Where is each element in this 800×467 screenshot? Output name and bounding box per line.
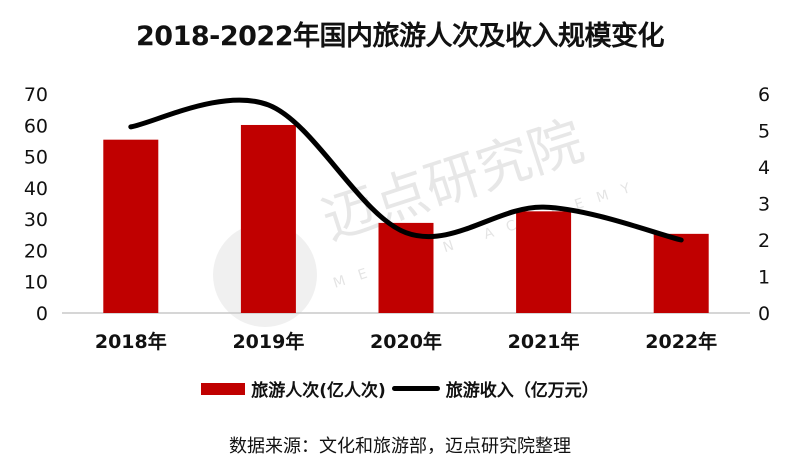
bar-2018年	[103, 139, 159, 313]
y-left-tick-label: 40	[24, 178, 48, 200]
y-left-tick-label: 60	[24, 115, 48, 137]
x-tick-label: 2018年	[95, 330, 167, 353]
y-right-tick-label: 6	[758, 84, 770, 106]
x-tick-label: 2019年	[232, 330, 304, 353]
y-left-tick-label: 10	[24, 272, 48, 294]
legend-bar-swatch	[201, 382, 246, 395]
x-tick-label: 2020年	[370, 330, 442, 353]
chart-title: 2018-2022年国内旅游人次及收入规模变化	[136, 21, 665, 52]
chart-legend: 旅游人次(亿人次) 旅游收入（亿万元）	[0, 376, 800, 401]
y-left-tick-label: 20	[24, 240, 48, 262]
legend-line-label: 旅游收入（亿万元）	[445, 381, 599, 401]
revenue-line	[128, 97, 684, 243]
y-left-tick-label: 70	[24, 84, 48, 106]
bar-2021年	[516, 211, 572, 313]
legend-line-swatch	[391, 386, 440, 391]
y-right-tick-label: 0	[758, 303, 770, 325]
x-tick-label: 2021年	[508, 330, 580, 353]
x-tick-label: 2022年	[645, 330, 717, 353]
y-right-tick-label: 1	[758, 267, 770, 289]
y-right-tick-label: 4	[758, 157, 770, 179]
y-left-tick-label: 50	[24, 147, 48, 169]
bar-2022年	[653, 233, 709, 313]
y-right-tick-label: 2	[758, 230, 770, 252]
y-left-tick-label: 0	[36, 303, 48, 325]
legend-bar-label: 旅游人次(亿人次)	[251, 381, 386, 401]
y-right-tick-label: 3	[758, 194, 770, 216]
y-left-tick-label: 30	[24, 209, 48, 231]
bar-2019年	[240, 124, 296, 313]
y-right-tick-label: 5	[758, 121, 770, 143]
source-note: 数据来源：文化和旅游部，迈点研究院整理	[229, 436, 571, 457]
